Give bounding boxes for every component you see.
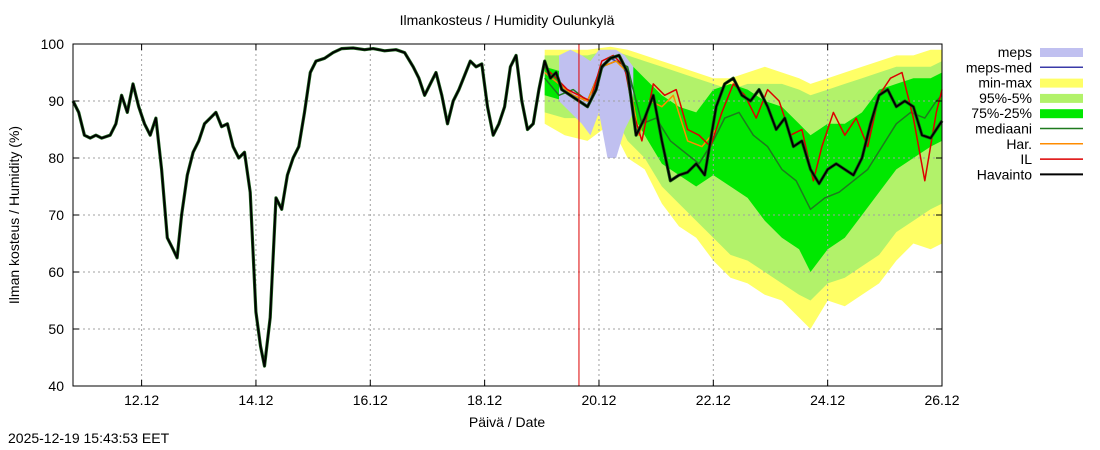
grid-layer xyxy=(73,44,942,386)
series-layer xyxy=(71,44,944,386)
y-axis-label: Ilman kosteus / Humidity (%) xyxy=(6,126,22,304)
x-axis-label: Päivä / Date xyxy=(469,414,545,430)
legend-label-mediaani: mediaani xyxy=(975,121,1032,137)
legend-label-75-25: 75%-25% xyxy=(971,105,1032,121)
timestamp: 2025-12-19 15:43:53 EET xyxy=(8,430,170,446)
legend-label-meps: meps xyxy=(998,44,1032,60)
x-tick-label-14.12: 14.12 xyxy=(238,392,273,408)
x-tick-label-16.12: 16.12 xyxy=(353,392,388,408)
x-tick-label-12.12: 12.12 xyxy=(124,392,159,408)
y-tick-label-60: 60 xyxy=(48,264,64,280)
legend-label-min-max: min-max xyxy=(978,75,1032,91)
ticks-layer: 40 50 60 70 80 90 100 12.12 14.12 16.12 18.12 20.12… xyxy=(41,36,960,408)
legend-swatch-meps xyxy=(1040,48,1083,57)
x-tick-label-18.12: 18.12 xyxy=(467,392,502,408)
x-tick-label-20.12: 20.12 xyxy=(581,392,616,408)
legend-label-il: IL xyxy=(1020,151,1032,167)
band-meps xyxy=(559,49,634,159)
y-tick-label-100: 100 xyxy=(41,36,65,52)
y-tick-label-40: 40 xyxy=(48,378,64,394)
y-tick-label-70: 70 xyxy=(48,207,64,223)
y-tick-label-90: 90 xyxy=(48,93,64,109)
y-tick-label-50: 50 xyxy=(48,321,64,337)
legend-label-95-5: 95%-5% xyxy=(979,90,1032,106)
legend-swatch-95-5 xyxy=(1040,93,1083,103)
x-tick-label-26.12: 26.12 xyxy=(924,392,959,408)
legend-label-har: Har. xyxy=(1006,136,1032,152)
chart-title: Ilmankosteus / Humidity Oulunkylä xyxy=(400,12,615,28)
x-tick-label-24.12: 24.12 xyxy=(810,392,845,408)
legend-label-meps-med: meps-med xyxy=(966,59,1032,75)
x-tick-label-22.12: 22.12 xyxy=(696,392,731,408)
y-tick-label-80: 80 xyxy=(48,150,64,166)
band-75-25- xyxy=(544,55,942,273)
series-havainto xyxy=(72,47,943,368)
legend-swatch-75-25 xyxy=(1040,109,1083,119)
legend-swatch-min-max xyxy=(1040,78,1083,88)
legend-label-havainto: Havainto xyxy=(977,166,1032,182)
legend: mepsmeps-medmin-max95%-5%75%-25%mediaani… xyxy=(966,44,1083,182)
